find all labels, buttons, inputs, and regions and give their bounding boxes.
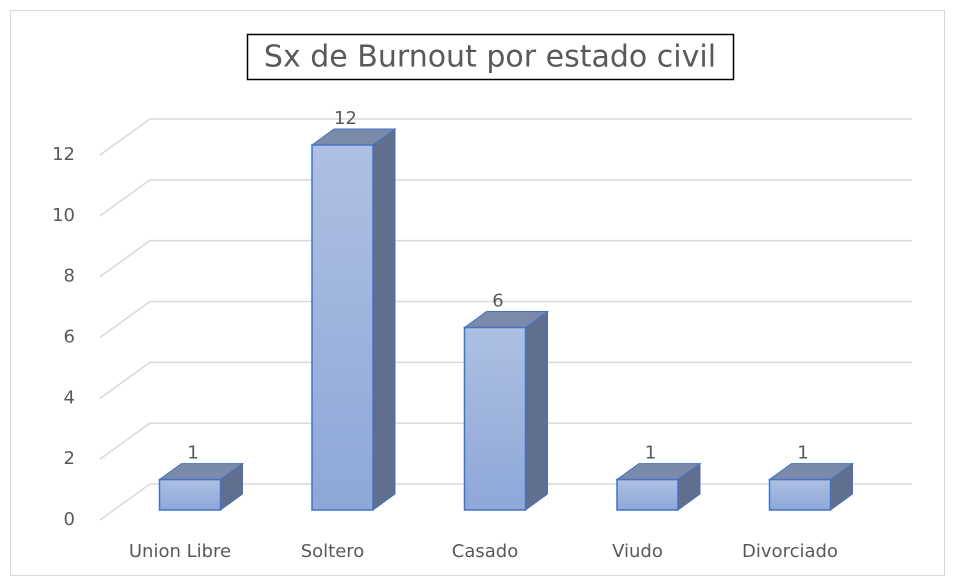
y-tick-label: 4: [64, 387, 75, 408]
data-label: 1: [187, 443, 198, 464]
bar: [768, 478, 832, 511]
bar: [616, 478, 679, 511]
grid-line: [99, 300, 912, 339]
chart-title: Sx de Burnout por estado civil: [264, 40, 716, 75]
bar: [311, 144, 374, 511]
y-tick-label: 0: [64, 509, 75, 530]
title-box: [246, 33, 735, 81]
bar: [158, 478, 222, 511]
data-label: 6: [492, 291, 503, 312]
bar: [463, 326, 527, 511]
grid-line: [99, 118, 912, 156]
y-tick-label: 8: [64, 266, 75, 287]
grid-line: [99, 361, 912, 399]
data-label: 1: [645, 443, 656, 464]
grid-line: [99, 422, 912, 460]
y-tick-label: 2: [64, 448, 75, 469]
x-tick-label: Viudo: [612, 541, 663, 562]
grid-line: [99, 179, 912, 217]
x-tick-label: Divorciado: [742, 541, 838, 562]
y-tick-label: 10: [52, 205, 75, 226]
y-tick-label: 12: [52, 144, 75, 165]
bar-side: [525, 310, 548, 511]
bar-side: [372, 128, 396, 511]
data-label: 12: [334, 108, 357, 129]
x-tick-label: Union Libre: [129, 541, 231, 562]
y-tick-label: 6: [64, 327, 75, 348]
grid-line: [99, 239, 912, 278]
x-tick-label: Soltero: [301, 541, 365, 562]
x-tick-label: Casado: [452, 541, 518, 562]
data-label: 1: [797, 443, 808, 464]
